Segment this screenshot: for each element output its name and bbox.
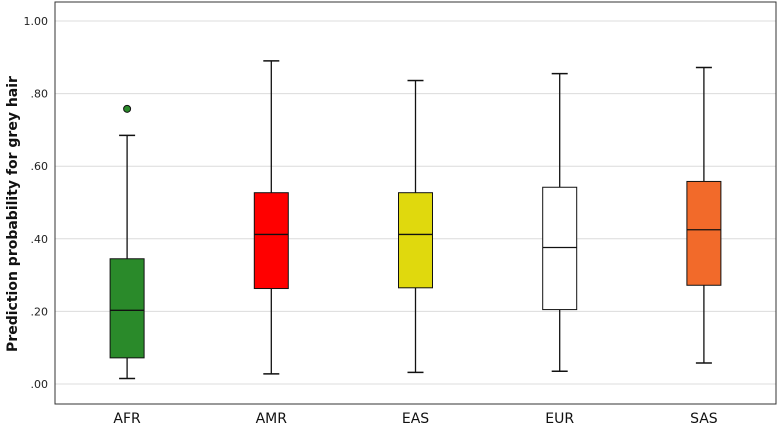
iqr-box bbox=[398, 192, 433, 289]
iqr-box bbox=[686, 180, 722, 286]
x-category-label: SAS bbox=[690, 411, 718, 426]
box-eur bbox=[542, 72, 578, 373]
y-tick-label: .40 bbox=[31, 233, 49, 246]
iqr-box bbox=[542, 186, 578, 311]
y-tick-label: .60 bbox=[31, 160, 49, 173]
y-tick-label: .20 bbox=[31, 305, 49, 318]
box-eas bbox=[398, 79, 433, 374]
box-afr bbox=[109, 104, 145, 380]
y-tick-label: 1.00 bbox=[24, 15, 49, 28]
y-axis-label: Prediction probability for grey hair bbox=[5, 76, 21, 352]
y-tick-label: .80 bbox=[31, 88, 49, 101]
y-tick-label: .00 bbox=[31, 378, 49, 391]
iqr-box bbox=[109, 258, 145, 359]
x-category-label: AMR bbox=[256, 411, 288, 426]
plot-frame bbox=[54, 1, 777, 405]
x-category-label: EAS bbox=[402, 411, 429, 426]
box-sas bbox=[686, 66, 722, 364]
outlier-point bbox=[123, 104, 132, 113]
y-axis-ticks: .00 .20 .40 .60 .80 1.00 bbox=[24, 15, 49, 391]
box-amr bbox=[253, 60, 289, 375]
x-axis-categories: AFR AMR EAS EUR SAS bbox=[113, 411, 717, 426]
iqr-box bbox=[253, 192, 289, 290]
boxes bbox=[109, 60, 722, 380]
x-category-label: EUR bbox=[545, 411, 574, 426]
x-category-label: AFR bbox=[113, 411, 141, 426]
